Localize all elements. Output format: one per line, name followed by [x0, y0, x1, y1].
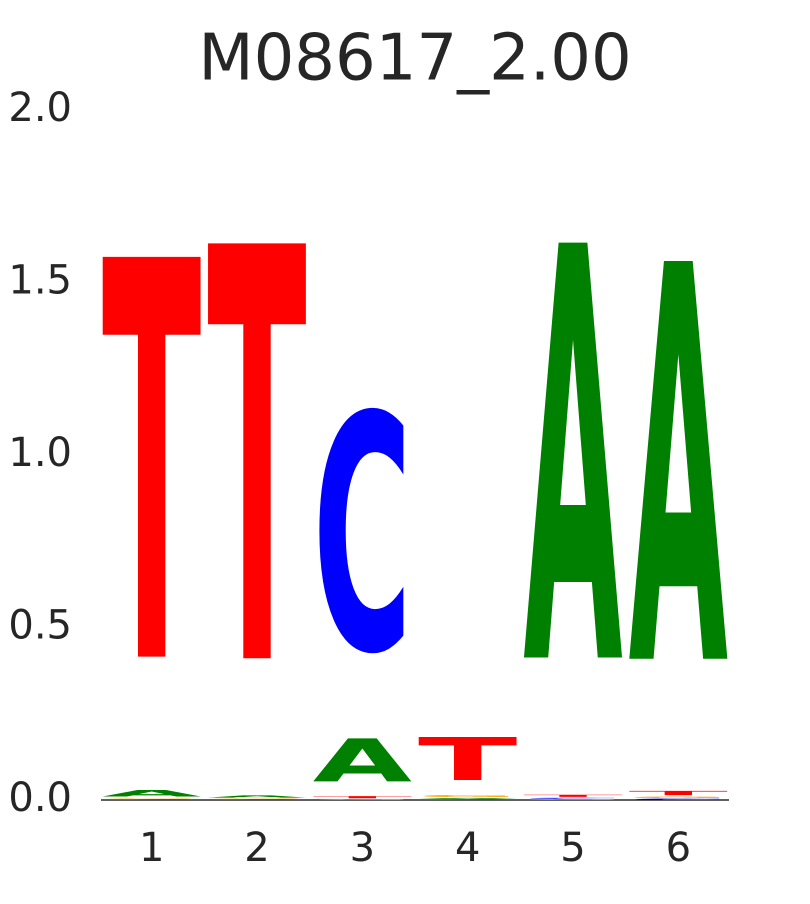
letter: G — [102, 799, 201, 800]
letter: G — [313, 799, 412, 800]
letter: A — [629, 154, 729, 789]
letter: G — [629, 797, 728, 799]
letter: A — [418, 798, 517, 800]
letter: T — [102, 148, 202, 786]
letter: A — [313, 726, 412, 795]
letter: T — [207, 129, 307, 792]
letter: A — [207, 795, 306, 798]
letter: T — [418, 726, 518, 794]
y-tick-label: 0.5 — [8, 603, 72, 649]
letter: C — [313, 347, 412, 725]
chart-title: M08617_2.00 — [198, 22, 631, 96]
y-tick-label: 1.0 — [8, 430, 72, 476]
y-tick-label: 2.0 — [8, 85, 72, 131]
letter: A — [102, 788, 201, 798]
y-tick-label: 0.0 — [8, 775, 72, 821]
letter: A — [523, 131, 623, 793]
letter: T — [523, 794, 622, 797]
letter: T — [313, 796, 412, 799]
letter: C — [102, 799, 201, 800]
x-tick-label: 1 — [139, 825, 164, 871]
letter: C — [629, 798, 728, 800]
letter: C — [207, 799, 306, 800]
x-tick-label: 5 — [560, 825, 585, 871]
letter: G — [523, 799, 622, 800]
y-tick-label: 1.5 — [8, 258, 72, 304]
letter: C — [418, 799, 517, 800]
letter: G — [207, 798, 306, 799]
letter: T — [629, 790, 728, 797]
letter: C — [523, 798, 622, 799]
x-tick-label: 3 — [350, 825, 375, 871]
x-tick-label: 4 — [455, 825, 480, 871]
letter: G — [418, 794, 517, 797]
x-tick-label: 6 — [666, 825, 691, 871]
x-tick-label: 2 — [244, 825, 269, 871]
